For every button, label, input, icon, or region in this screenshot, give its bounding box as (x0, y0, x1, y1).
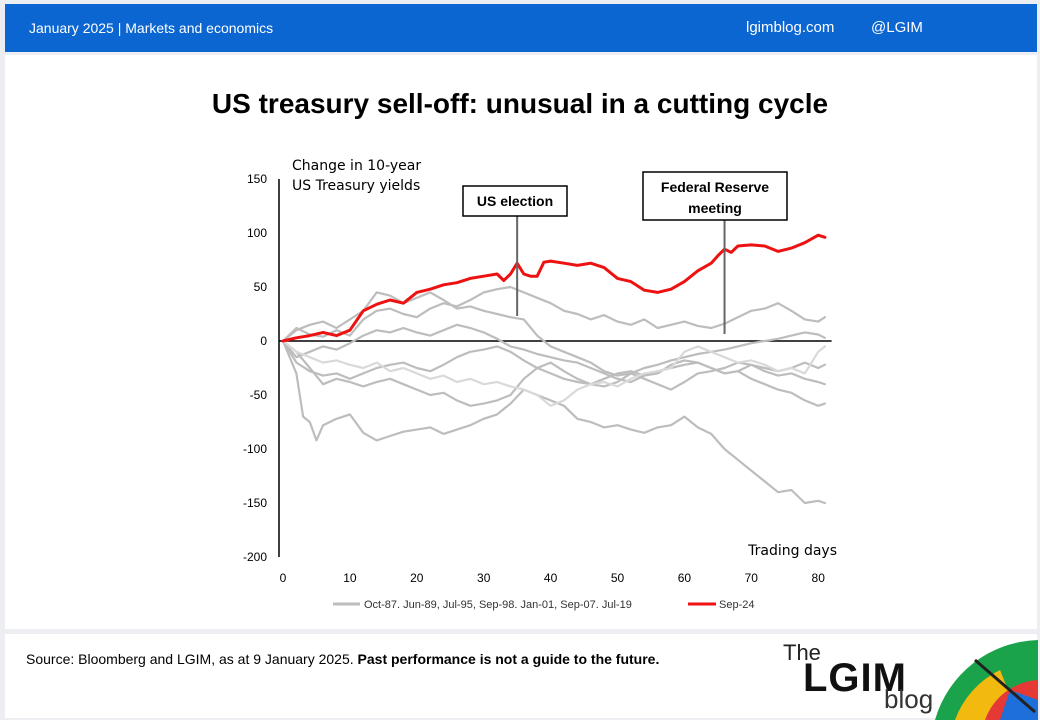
logo-blog: blog (884, 684, 934, 714)
header-section-label: January 2025 | Markets and economics (29, 20, 274, 36)
series-line-historical (281, 323, 827, 384)
series-line-historical (281, 339, 827, 407)
annotation-label-fed-line2: meeting (688, 200, 742, 216)
logo-main: LGIM (803, 656, 907, 700)
source-text: Source: Bloomberg and LGIM, as at 9 Janu… (26, 651, 358, 667)
annotation-box-fed-meeting (642, 171, 788, 221)
series-line-sep-24 (281, 233, 827, 343)
y-tick-label: -100 (243, 442, 267, 456)
footer-panel (5, 634, 1037, 718)
source-note: Source: Bloomberg and LGIM, as at 9 Janu… (26, 651, 659, 667)
chart-title: US treasury sell-off: unusual in a cutti… (211, 88, 829, 119)
x-tick-label: 20 (410, 571, 424, 585)
series-line-historical (281, 339, 827, 505)
annotation-box-us-election (462, 185, 568, 217)
x-tick-label: 30 (477, 571, 491, 585)
x-tick-label: 80 (812, 571, 826, 585)
y-tick-label: 100 (247, 226, 267, 240)
x-tick-label: 40 (544, 571, 558, 585)
x-tick-label: 70 (745, 571, 759, 585)
chart-panel (5, 55, 1037, 629)
header-bar: January 2025 | Markets and economics lgi… (5, 4, 1037, 52)
header-handle-link[interactable]: @LGIM (871, 19, 923, 36)
x-tick-label: 10 (343, 571, 357, 585)
y-axis-label-line1: Change in 10-year (292, 158, 421, 174)
y-tick-label: 50 (254, 280, 268, 294)
legend-label-historical: Oct-87. Jun-89, Jul-95, Sep-98. Jan-01, … (364, 599, 632, 611)
annotation-label-us-election: US election (477, 193, 553, 209)
y-tick-label: -50 (250, 388, 268, 402)
y-tick-label: -150 (243, 496, 267, 510)
disclaimer-text: Past performance is not a guide to the f… (357, 651, 660, 667)
y-tick-label: -200 (243, 550, 267, 564)
series-line-historical (281, 339, 827, 407)
header-site-link[interactable]: lgimblog.com (746, 19, 835, 36)
x-tick-label: 60 (678, 571, 692, 585)
x-tick-label: 50 (611, 571, 625, 585)
y-tick-label: 0 (260, 334, 267, 348)
series-line-historical (281, 285, 827, 343)
logo-the: The (783, 640, 821, 665)
legend-label-sep-24: Sep-24 (719, 599, 754, 611)
x-axis-label: Trading days (747, 543, 837, 559)
series-line-historical (281, 291, 827, 377)
y-axis-label-line2: US Treasury yields (292, 178, 420, 194)
x-tick-label: 0 (280, 571, 287, 585)
annotation-label-fed-line1: Federal Reserve (661, 179, 769, 195)
y-tick-label: 150 (247, 172, 267, 186)
